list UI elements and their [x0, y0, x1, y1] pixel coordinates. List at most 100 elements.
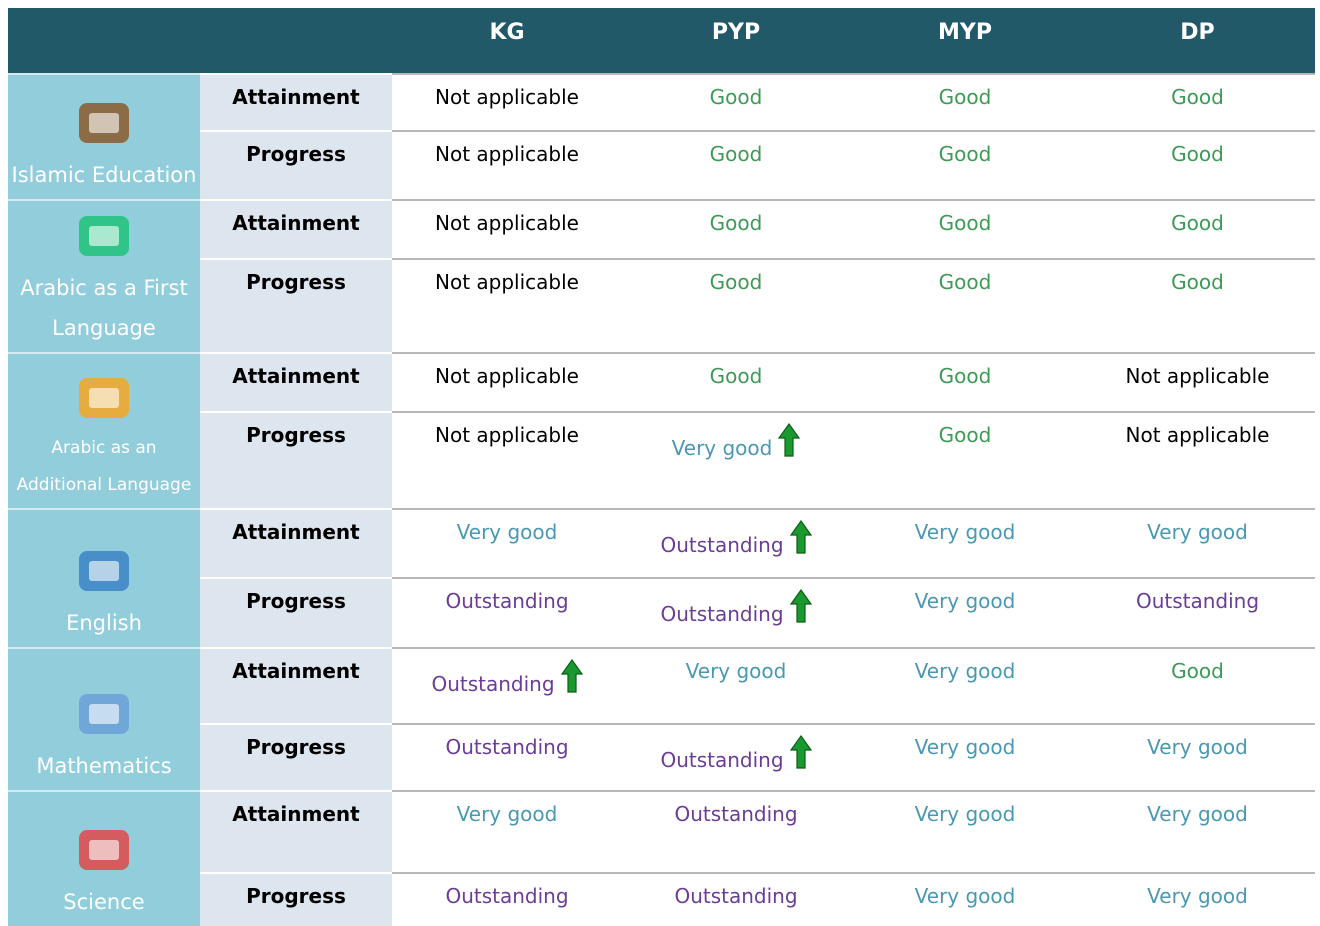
subject-name: Science [63, 890, 145, 914]
rating-text: Good [709, 211, 763, 235]
rating-cell: Outstanding [622, 872, 850, 926]
rating-text: Not applicable [435, 270, 579, 294]
rating-text: Good [938, 211, 992, 235]
rating-cell: Very good [1080, 872, 1315, 926]
rating-row: Islamic Education Attainment Not applicabl… [8, 73, 1315, 200]
rating-text: Not applicable [435, 364, 579, 388]
rating-text: Not applicable [435, 423, 579, 447]
rating-cell: Outstanding [622, 790, 850, 873]
row-label: Attainment [200, 790, 392, 873]
rating-text: Good [1171, 659, 1224, 683]
up-arrow [789, 589, 812, 623]
rating-cell: Very good [850, 508, 1080, 578]
header-row: KG PYP MYP DP [8, 8, 1315, 74]
subject-icon [79, 216, 129, 256]
subject-cell: Mathematics [8, 647, 200, 791]
rating-text: Outstanding [445, 589, 569, 613]
rating-cell: Good [1080, 73, 1315, 131]
rating-text: Good [938, 423, 992, 447]
rating-cell: Outstanding [392, 872, 622, 926]
rating-text: Very good [914, 735, 1016, 759]
rating-cell: Not applicable [1080, 352, 1315, 412]
rating-cell: Outstanding [622, 577, 850, 648]
up-arrow [789, 735, 812, 769]
rating-cell: Good [622, 73, 850, 131]
rating-cell: Good [850, 352, 1080, 412]
rating-cell: Good [850, 258, 1080, 353]
rating-row: Arabic as a First Language Attainment Not … [8, 199, 1315, 353]
rating-text: Very good [1147, 735, 1248, 759]
rating-text: Very good [671, 436, 773, 460]
rating-row: Arabic as an Additional Language Attainme… [8, 352, 1315, 509]
rating-cell: Good [622, 258, 850, 353]
rating-cell: Very good [622, 411, 850, 509]
row-label: Progress [200, 723, 392, 791]
up-arrow [789, 520, 812, 554]
row-label: Attainment [200, 352, 392, 412]
rating-cell: Outstanding [1080, 577, 1315, 648]
rating-cell: Very good [850, 647, 1080, 724]
rating-text: Good [709, 270, 763, 294]
subject-icon [79, 551, 129, 591]
subject-name: English [66, 611, 142, 635]
subject-name: Arabic as an Additional Language [16, 438, 192, 495]
rating-text: Not applicable [435, 85, 579, 109]
row-label: Attainment [200, 73, 392, 131]
rating-cell: Not applicable [392, 199, 622, 259]
rating-row: Mathematics Attainment Outstanding Very goo… [8, 647, 1315, 791]
subject-cell: Arabic as a First Language [8, 199, 200, 353]
row-label: Progress [200, 130, 392, 200]
rating-row: Progress Not applicable Good Good Good [8, 258, 1315, 353]
rating-cell: Good [850, 73, 1080, 131]
rating-cell: Outstanding [622, 723, 850, 791]
column-header: PYP [622, 8, 850, 74]
rating-text: Outstanding [674, 884, 798, 908]
rating-text: Very good [1147, 520, 1248, 544]
rating-text: Good [938, 142, 992, 166]
rating-cell: Very good [1080, 723, 1315, 791]
rating-text: Not applicable [435, 142, 579, 166]
up-arrow [778, 423, 801, 457]
rating-text: Good [1171, 85, 1224, 109]
rating-cell: Not applicable [1080, 411, 1315, 509]
rating-cell: Outstanding [622, 508, 850, 578]
row-label: Progress [200, 411, 392, 509]
rating-text: Outstanding [445, 884, 569, 908]
rating-text: Very good [685, 659, 787, 683]
row-label: Progress [200, 577, 392, 648]
rating-text: Very good [914, 659, 1016, 683]
rating-text: Very good [456, 802, 558, 826]
rating-text: Good [938, 85, 992, 109]
subject-icon [79, 830, 129, 870]
rating-text: Good [938, 270, 992, 294]
rating-text: Outstanding [431, 672, 555, 696]
rating-text: Good [1171, 142, 1224, 166]
rating-text: Not applicable [1125, 364, 1270, 388]
rating-cell: Good [1080, 130, 1315, 200]
rating-cell: Not applicable [392, 258, 622, 353]
subject-cell: English [8, 508, 200, 648]
subject-icon [79, 103, 129, 143]
rating-cell: Very good [1080, 790, 1315, 873]
row-label: Attainment [200, 508, 392, 578]
rating-row: Progress Outstanding Outstanding Very good V… [8, 872, 1315, 926]
rating-text: Outstanding [445, 735, 569, 759]
rating-text: Very good [914, 589, 1016, 613]
subject-cell: Arabic as an Additional Language [8, 352, 200, 509]
rating-cell: Very good [850, 790, 1080, 873]
rating-cell: Good [1080, 258, 1315, 353]
rating-text: Very good [1147, 802, 1248, 826]
rating-cell: Not applicable [392, 352, 622, 412]
rating-cell: Not applicable [392, 130, 622, 200]
rating-text: Outstanding [674, 802, 798, 826]
subject-icon [79, 378, 129, 418]
header-blank [200, 8, 392, 74]
rating-cell: Good [850, 130, 1080, 200]
subject-cell: Islamic Education [8, 73, 200, 200]
row-label: Progress [200, 872, 392, 926]
subject-icon [79, 694, 129, 734]
rating-cell: Very good [850, 577, 1080, 648]
rating-cell: Very good [850, 723, 1080, 791]
column-header: MYP [850, 8, 1080, 74]
